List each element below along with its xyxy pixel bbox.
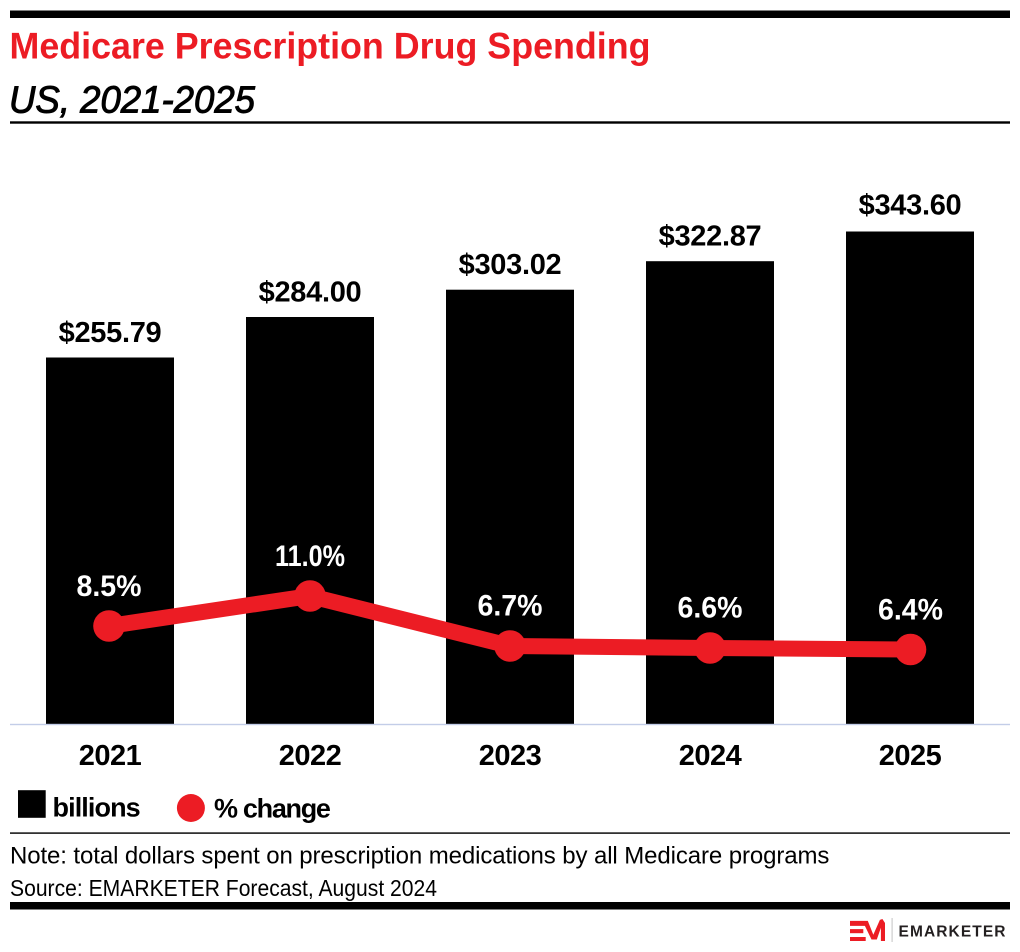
svg-text:$255.79: $255.79 — [59, 317, 162, 349]
svg-text:Medicare Prescription Drug Spe: Medicare Prescription Drug Spending — [10, 25, 651, 66]
svg-text:Source: EMARKETER Forecast, Au: Source: EMARKETER Forecast, August 2024 — [10, 875, 437, 901]
svg-text:Note: total dollars spent on p: Note: total dollars spent on prescriptio… — [10, 843, 829, 870]
svg-text:6.4%: 6.4% — [878, 594, 943, 627]
svg-text:$322.87: $322.87 — [659, 221, 762, 253]
svg-text:EMARKETER: EMARKETER — [899, 924, 1007, 941]
svg-text:billions: billions — [53, 793, 140, 823]
svg-text:$343.60: $343.60 — [859, 190, 962, 222]
svg-text:US, 2021-2025: US, 2021-2025 — [9, 79, 256, 121]
svg-text:11.0%: 11.0% — [275, 540, 345, 573]
svg-text:2024: 2024 — [679, 740, 742, 772]
svg-text:8.5%: 8.5% — [77, 570, 142, 603]
svg-text:6.6%: 6.6% — [678, 592, 743, 625]
svg-text:2025: 2025 — [879, 740, 942, 772]
svg-text:% change: % change — [214, 794, 331, 824]
svg-text:2022: 2022 — [279, 740, 342, 772]
svg-text:6.7%: 6.7% — [478, 590, 543, 623]
svg-text:2021: 2021 — [79, 740, 142, 772]
svg-text:$284.00: $284.00 — [259, 277, 362, 309]
svg-text:2023: 2023 — [479, 740, 542, 772]
svg-text:$303.02: $303.02 — [459, 249, 562, 281]
